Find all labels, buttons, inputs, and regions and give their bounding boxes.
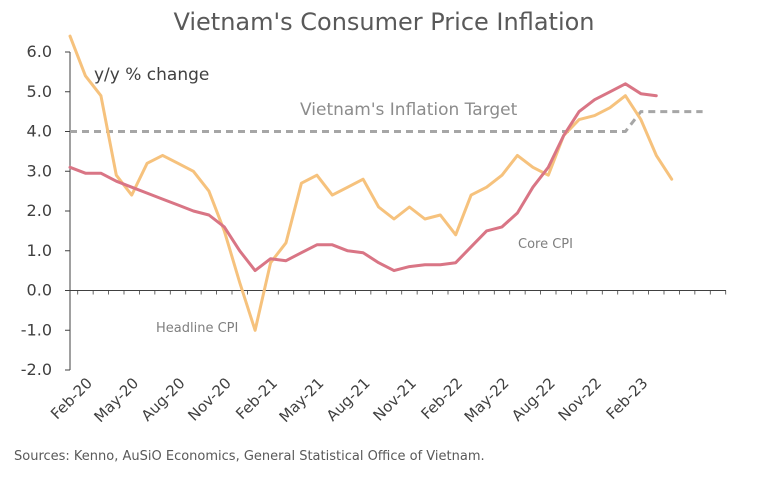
x-tick-label: Aug-21 — [323, 374, 374, 425]
y-tick-label: 4.0 — [27, 122, 52, 141]
source-note: Sources: Kenno, AuSiO Economics, General… — [14, 449, 485, 464]
x-tick-label: May-20 — [90, 374, 142, 426]
core-cpi-label: Core CPI — [518, 237, 573, 252]
y-tick-label: -1.0 — [21, 320, 52, 339]
x-tick-label: Feb-20 — [47, 374, 96, 423]
y-tick-label: 6.0 — [27, 42, 52, 61]
y-tick-label: 1.0 — [27, 241, 52, 260]
headline-cpi-label: Headline CPI — [156, 321, 238, 336]
y-tick-label: 0.0 — [27, 281, 52, 300]
x-tick-label: Feb-21 — [232, 374, 281, 423]
x-tick-label: May-22 — [461, 374, 513, 426]
inflation-target-line — [70, 110, 703, 133]
y-unit-label: y/y % change — [94, 65, 209, 85]
core-cpi-line — [68, 82, 658, 273]
y-tick-label: 5.0 — [27, 82, 52, 101]
y-tick-label: 3.0 — [27, 161, 52, 180]
x-tick-label: Aug-20 — [138, 374, 189, 425]
inflation-target-label: Vietnam's Inflation Target — [300, 100, 518, 120]
x-tick-label: Nov-21 — [370, 374, 420, 424]
y-tick-label: -2.0 — [21, 360, 52, 379]
x-tick-label: Feb-22 — [417, 374, 466, 423]
x-tick-label: Feb-23 — [603, 374, 652, 423]
x-tick-label: Aug-22 — [508, 374, 559, 425]
x-tick-label: Nov-22 — [555, 374, 605, 424]
headline-cpi-line — [68, 34, 674, 332]
chart-title: Vietnam's Consumer Price Inflation — [173, 8, 595, 36]
y-tick-label: 2.0 — [27, 201, 52, 220]
x-tick-label: Nov-20 — [184, 374, 234, 424]
x-tick-label: May-21 — [276, 374, 328, 426]
